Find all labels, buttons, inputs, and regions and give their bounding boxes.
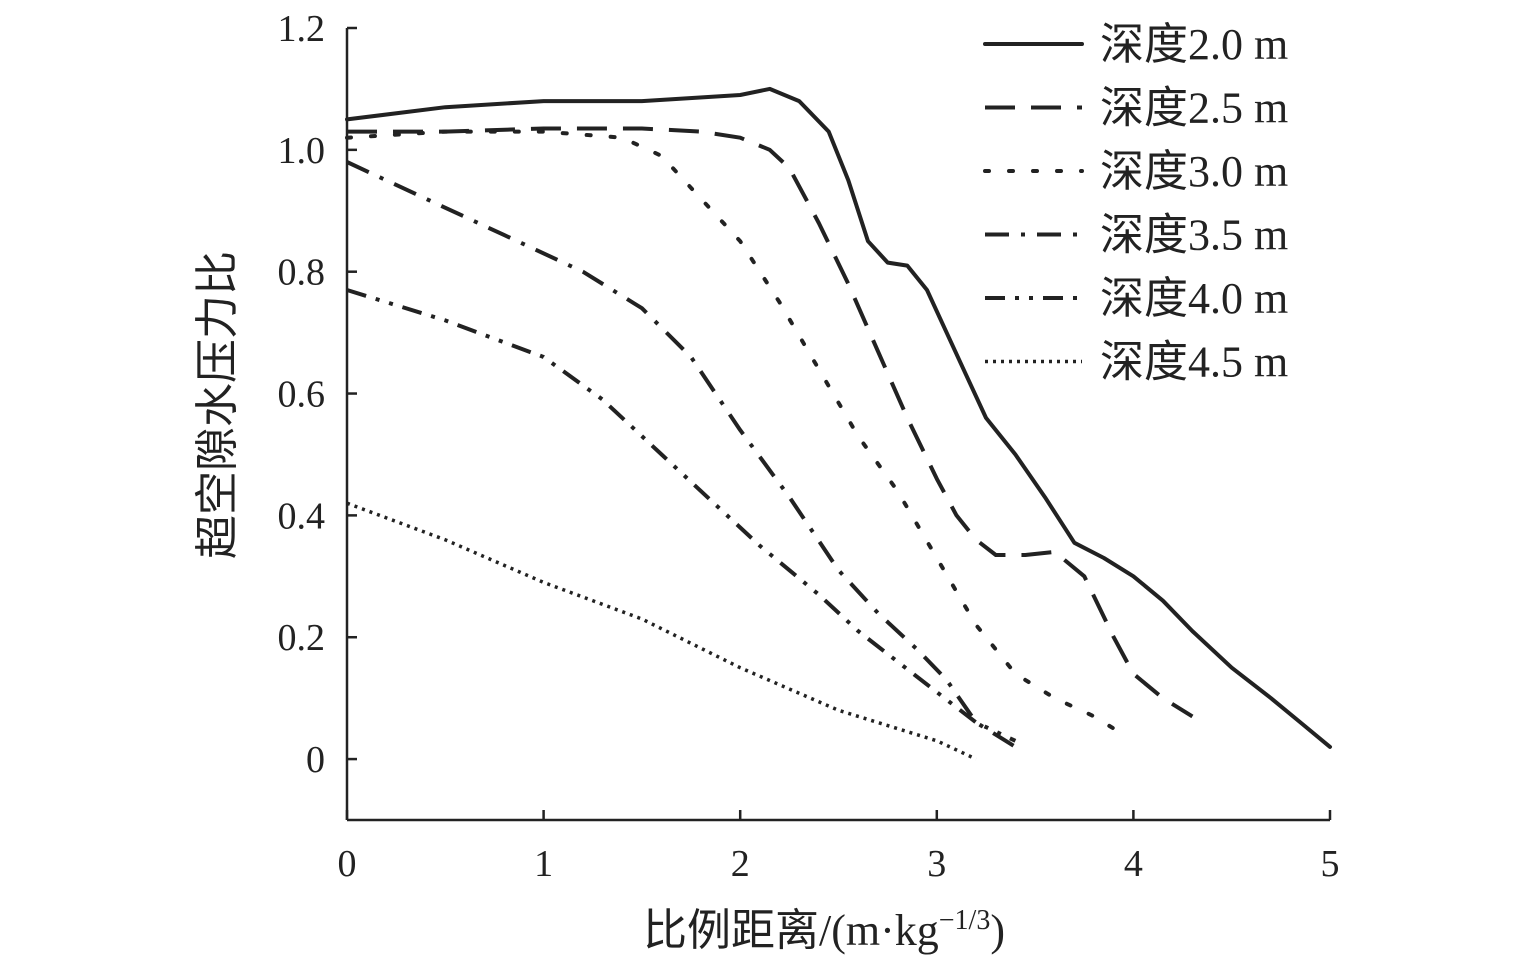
series-lines	[345, 86, 1332, 761]
legend-label: 深度2.0 m	[1100, 20, 1288, 69]
y-tick-label: 0	[306, 739, 325, 781]
y-tick-label: 0.4	[278, 495, 326, 537]
x-axis-title-close: )	[990, 906, 1005, 955]
y-tick-label: 0.6	[278, 374, 326, 416]
legend-label: 深度3.5 m	[1100, 211, 1288, 260]
series-line-1	[345, 86, 1332, 749]
axes	[345, 28, 1330, 822]
y-axis-title: 超空隙水压力比	[193, 251, 242, 559]
series-line-4	[346, 160, 1017, 749]
y-tick-label: 1.2	[278, 8, 326, 50]
x-tick-label: 5	[1321, 843, 1340, 885]
x-tick-label: 2	[731, 843, 750, 885]
x-tick-label: 4	[1124, 843, 1143, 885]
legend-label: 深度4.0 m	[1100, 274, 1288, 323]
x-axis-title-exponent: −1/3	[939, 905, 991, 936]
y-tick-label: 1.0	[278, 130, 326, 172]
x-tick-label: 0	[338, 843, 357, 885]
legend-label: 深度2.5 m	[1100, 84, 1288, 133]
x-ticks: 0 1 2 3 4 5	[338, 810, 1340, 885]
x-tick-label: 1	[534, 843, 553, 885]
x-axis-title: 比例距离/(m·kg−1/3)	[643, 905, 1005, 955]
series-line-5	[346, 288, 1017, 743]
y-ticks: 0 0.2 0.4 0.6 0.8 1.0 1.2	[278, 8, 357, 781]
x-axis-title-main: 比例距离/(m·kg	[643, 906, 939, 955]
y-tick-label: 0.8	[278, 252, 326, 294]
legend-label: 深度3.0 m	[1100, 147, 1288, 196]
series-line-2	[347, 126, 1194, 719]
x-tick-label: 3	[927, 843, 946, 885]
legend: 深度2.0 m 深度2.5 m 深度3.0 m 深度3.5 m 深度4.0 m 深度4.5…	[983, 20, 1288, 387]
series-line-3	[345, 129, 1116, 731]
series-line-6	[346, 501, 977, 761]
y-tick-label: 0.2	[278, 617, 326, 659]
legend-label: 深度4.5 m	[1100, 338, 1288, 387]
